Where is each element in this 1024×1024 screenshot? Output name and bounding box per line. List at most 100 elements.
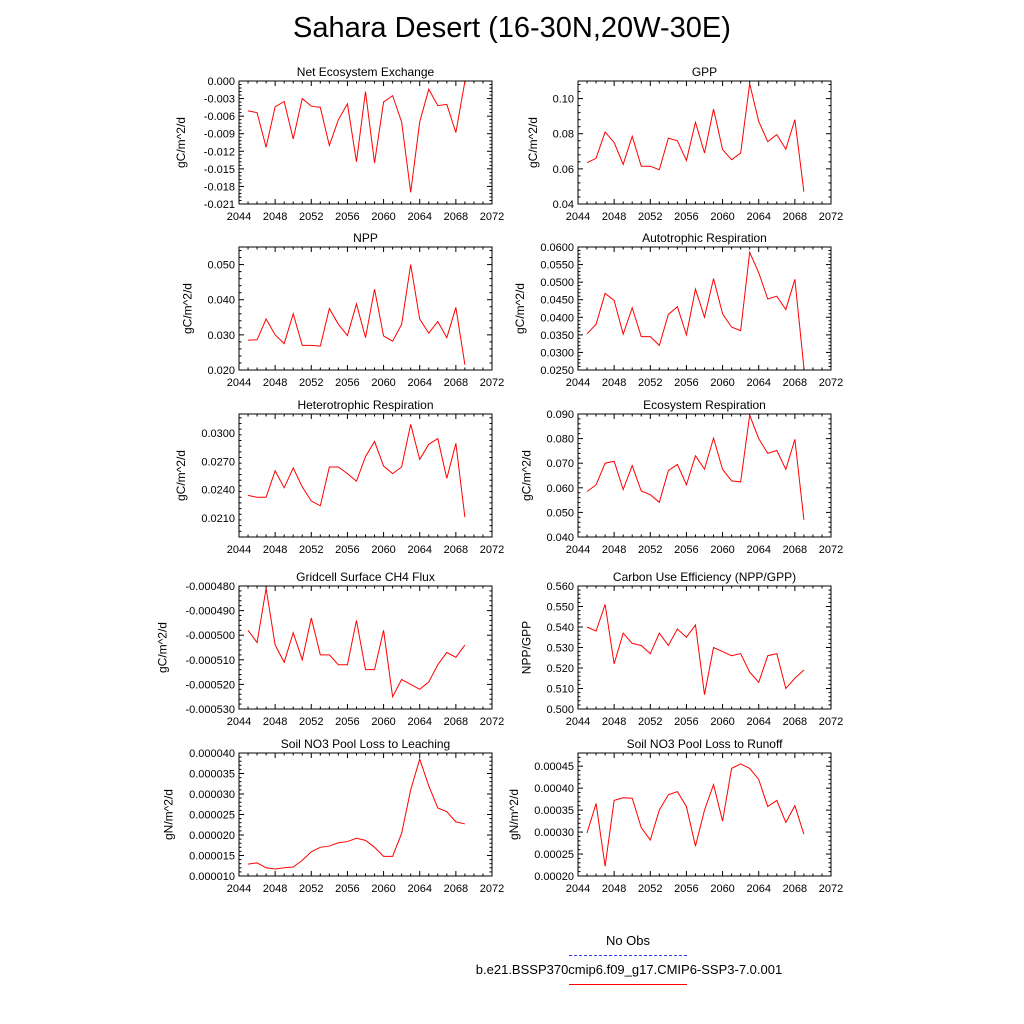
y-tick-label: 0.0450 xyxy=(540,295,574,307)
plot-frame xyxy=(238,413,493,538)
x-tick-label: 2068 xyxy=(444,716,468,728)
x-tick-label: 2068 xyxy=(783,716,807,728)
y-tick-label: 0.050 xyxy=(546,507,574,519)
series-line xyxy=(586,763,805,867)
series-line xyxy=(247,81,466,193)
x-tick-label: 2052 xyxy=(299,883,323,895)
x-tick-label: 2068 xyxy=(783,883,807,895)
y-axis-label: gN/m^2/d xyxy=(162,789,176,840)
series-line xyxy=(247,588,466,699)
x-tick-label: 2056 xyxy=(674,544,698,556)
y-tick-label: 0.000 xyxy=(207,76,235,88)
x-tick-label: 2052 xyxy=(299,377,323,389)
series-line xyxy=(247,757,466,870)
y-tick-label: 0.000040 xyxy=(189,748,235,760)
y-tick-label: -0.000500 xyxy=(185,630,235,642)
x-tick-label: 2072 xyxy=(480,716,504,728)
x-tick-label: 2064 xyxy=(407,377,431,389)
y-tick-label: -0.006 xyxy=(204,111,235,123)
y-tick-label: 0.000030 xyxy=(189,789,235,801)
x-tick-label: 2048 xyxy=(263,377,287,389)
series-line xyxy=(248,264,466,365)
y-tick-label: 0.000015 xyxy=(189,851,235,863)
chart-panel-2: NPP 2044 2048 2052 2056 2060 2064 2068 2072 0.020… xyxy=(181,231,505,389)
plot-frame xyxy=(577,585,832,710)
y-tick-label: 0.060 xyxy=(546,483,574,495)
y-tick-label: 0.08 xyxy=(553,129,574,141)
x-tick-label: 2044 xyxy=(566,211,590,223)
x-tick-label: 2044 xyxy=(566,716,590,728)
y-axis-label: gC/m^2/d xyxy=(155,622,169,673)
y-tick-label: 0.06 xyxy=(553,164,574,176)
x-tick-label: 2064 xyxy=(746,716,770,728)
x-tick-label: 2048 xyxy=(602,377,626,389)
x-tick-label: 2060 xyxy=(371,883,395,895)
x-tick-label: 2056 xyxy=(335,716,359,728)
y-axis-label: gC/m^2/d xyxy=(526,117,540,168)
y-tick-label: 0.0350 xyxy=(540,330,574,342)
y-tick-label: 0.070 xyxy=(546,458,574,470)
x-tick-label: 2056 xyxy=(335,377,359,389)
x-tick-label: 2068 xyxy=(783,211,807,223)
x-tick-label: 2048 xyxy=(263,211,287,223)
x-tick-label: 2052 xyxy=(638,544,662,556)
y-tick-label: 0.04 xyxy=(553,199,574,211)
x-tick-label: 2044 xyxy=(566,544,590,556)
chart-title: Heterotrophic Respiration xyxy=(297,398,433,412)
y-tick-label: 0.050 xyxy=(207,260,235,272)
x-tick-label: 2056 xyxy=(674,377,698,389)
x-tick-label: 2052 xyxy=(299,544,323,556)
y-tick-label: -0.018 xyxy=(204,181,235,193)
y-tick-label: 0.560 xyxy=(546,581,574,593)
x-tick-label: 2048 xyxy=(602,211,626,223)
x-tick-label: 2044 xyxy=(566,883,590,895)
x-tick-label: 2052 xyxy=(638,377,662,389)
y-tick-label: 0.540 xyxy=(546,622,574,634)
y-axis-label: NPP/GPP xyxy=(520,621,534,674)
chart-panel-3: Autotrophic Respiration 2044 2048 2052 2056 2… xyxy=(513,231,843,389)
series-line xyxy=(247,424,466,518)
y-tick-label: 0.080 xyxy=(546,434,574,446)
x-tick-label: 2060 xyxy=(371,544,395,556)
x-tick-label: 2048 xyxy=(602,716,626,728)
y-tick-label: 0.0500 xyxy=(540,277,574,289)
x-tick-label: 2044 xyxy=(566,377,590,389)
x-tick-label: 2060 xyxy=(371,377,395,389)
x-tick-label: 2044 xyxy=(227,716,251,728)
chart-title: Net Ecosystem Exchange xyxy=(297,65,435,79)
x-tick-label: 2052 xyxy=(638,211,662,223)
x-tick-label: 2064 xyxy=(407,544,431,556)
x-tick-label: 2064 xyxy=(746,883,770,895)
x-tick-label: 2060 xyxy=(371,211,395,223)
y-tick-label: 0.520 xyxy=(546,663,574,675)
x-tick-label: 2052 xyxy=(638,716,662,728)
x-tick-label: 2072 xyxy=(480,377,504,389)
y-tick-label: -0.012 xyxy=(204,146,235,158)
legend-obs-line xyxy=(569,955,687,956)
y-tick-label: -0.000530 xyxy=(185,704,235,716)
x-tick-label: 2068 xyxy=(444,883,468,895)
y-tick-label: 0.550 xyxy=(546,602,574,614)
x-tick-label: 2060 xyxy=(710,883,734,895)
y-tick-label: 0.00025 xyxy=(534,849,574,861)
x-tick-label: 2056 xyxy=(335,883,359,895)
x-tick-label: 2044 xyxy=(227,211,251,223)
x-tick-label: 2060 xyxy=(710,716,734,728)
x-tick-label: 2060 xyxy=(710,377,734,389)
plot-frame xyxy=(577,413,832,538)
x-tick-label: 2052 xyxy=(299,211,323,223)
y-axis-label: gC/m^2/d xyxy=(513,283,527,334)
series-line xyxy=(586,250,805,368)
chart-panel-7: Carbon Use Efficiency (NPP/GPP) 2044 2048 2… xyxy=(520,570,844,728)
y-tick-label: 0.0600 xyxy=(540,242,574,254)
chart-panel-0: Net Ecosystem Exchange 2044 2048 2052 2056 20… xyxy=(174,65,504,223)
chart-title: Soil NO3 Pool Loss to Runoff xyxy=(627,737,784,751)
y-tick-label: 0.0300 xyxy=(201,428,235,440)
y-tick-label: 0.030 xyxy=(207,330,235,342)
y-tick-label: -0.000510 xyxy=(185,655,235,667)
y-tick-label: 0.0400 xyxy=(540,312,574,324)
x-tick-label: 2064 xyxy=(746,544,770,556)
x-tick-label: 2072 xyxy=(819,716,843,728)
x-tick-label: 2056 xyxy=(335,544,359,556)
y-tick-label: -0.009 xyxy=(204,129,235,141)
